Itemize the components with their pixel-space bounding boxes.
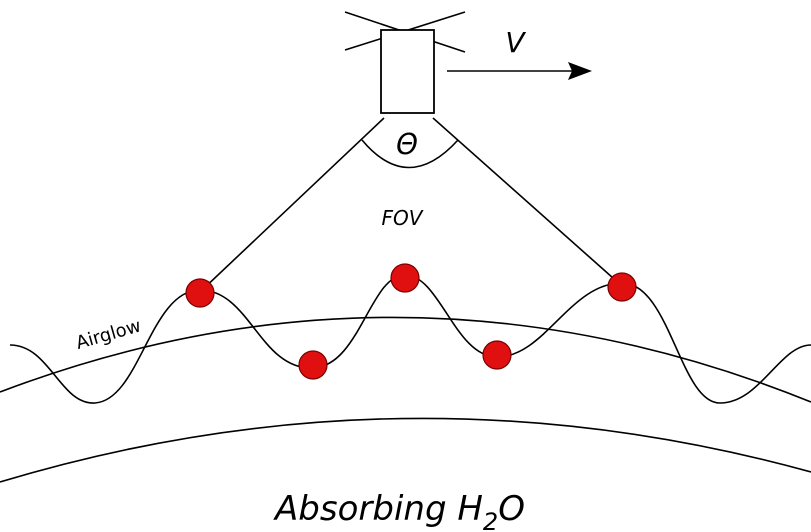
- sample-point: [298, 350, 328, 380]
- fov-line: [432, 117, 623, 287]
- angle-arc: [361, 139, 459, 169]
- sample-point: [185, 278, 215, 308]
- fov-line: [199, 117, 385, 293]
- fov-label: FOV: [382, 206, 424, 230]
- absorbing-layer: [0, 417, 811, 483]
- angle-label: Θ: [396, 128, 418, 161]
- satellite-body: [380, 29, 435, 114]
- absorbing-text: Absorbing H: [273, 489, 483, 529]
- airglow-label: Airglow: [74, 315, 144, 354]
- absorbing-label: Absorbing H2O: [273, 489, 525, 532]
- absorbing-subscript: 2: [483, 508, 498, 532]
- sample-point: [482, 340, 512, 370]
- airglow-layer: [0, 316, 811, 403]
- velocity-label: V: [505, 26, 526, 59]
- absorbing-suffix: O: [498, 489, 525, 529]
- sample-point: [607, 272, 637, 302]
- arrow-head: [568, 62, 592, 80]
- sample-point: [390, 263, 420, 293]
